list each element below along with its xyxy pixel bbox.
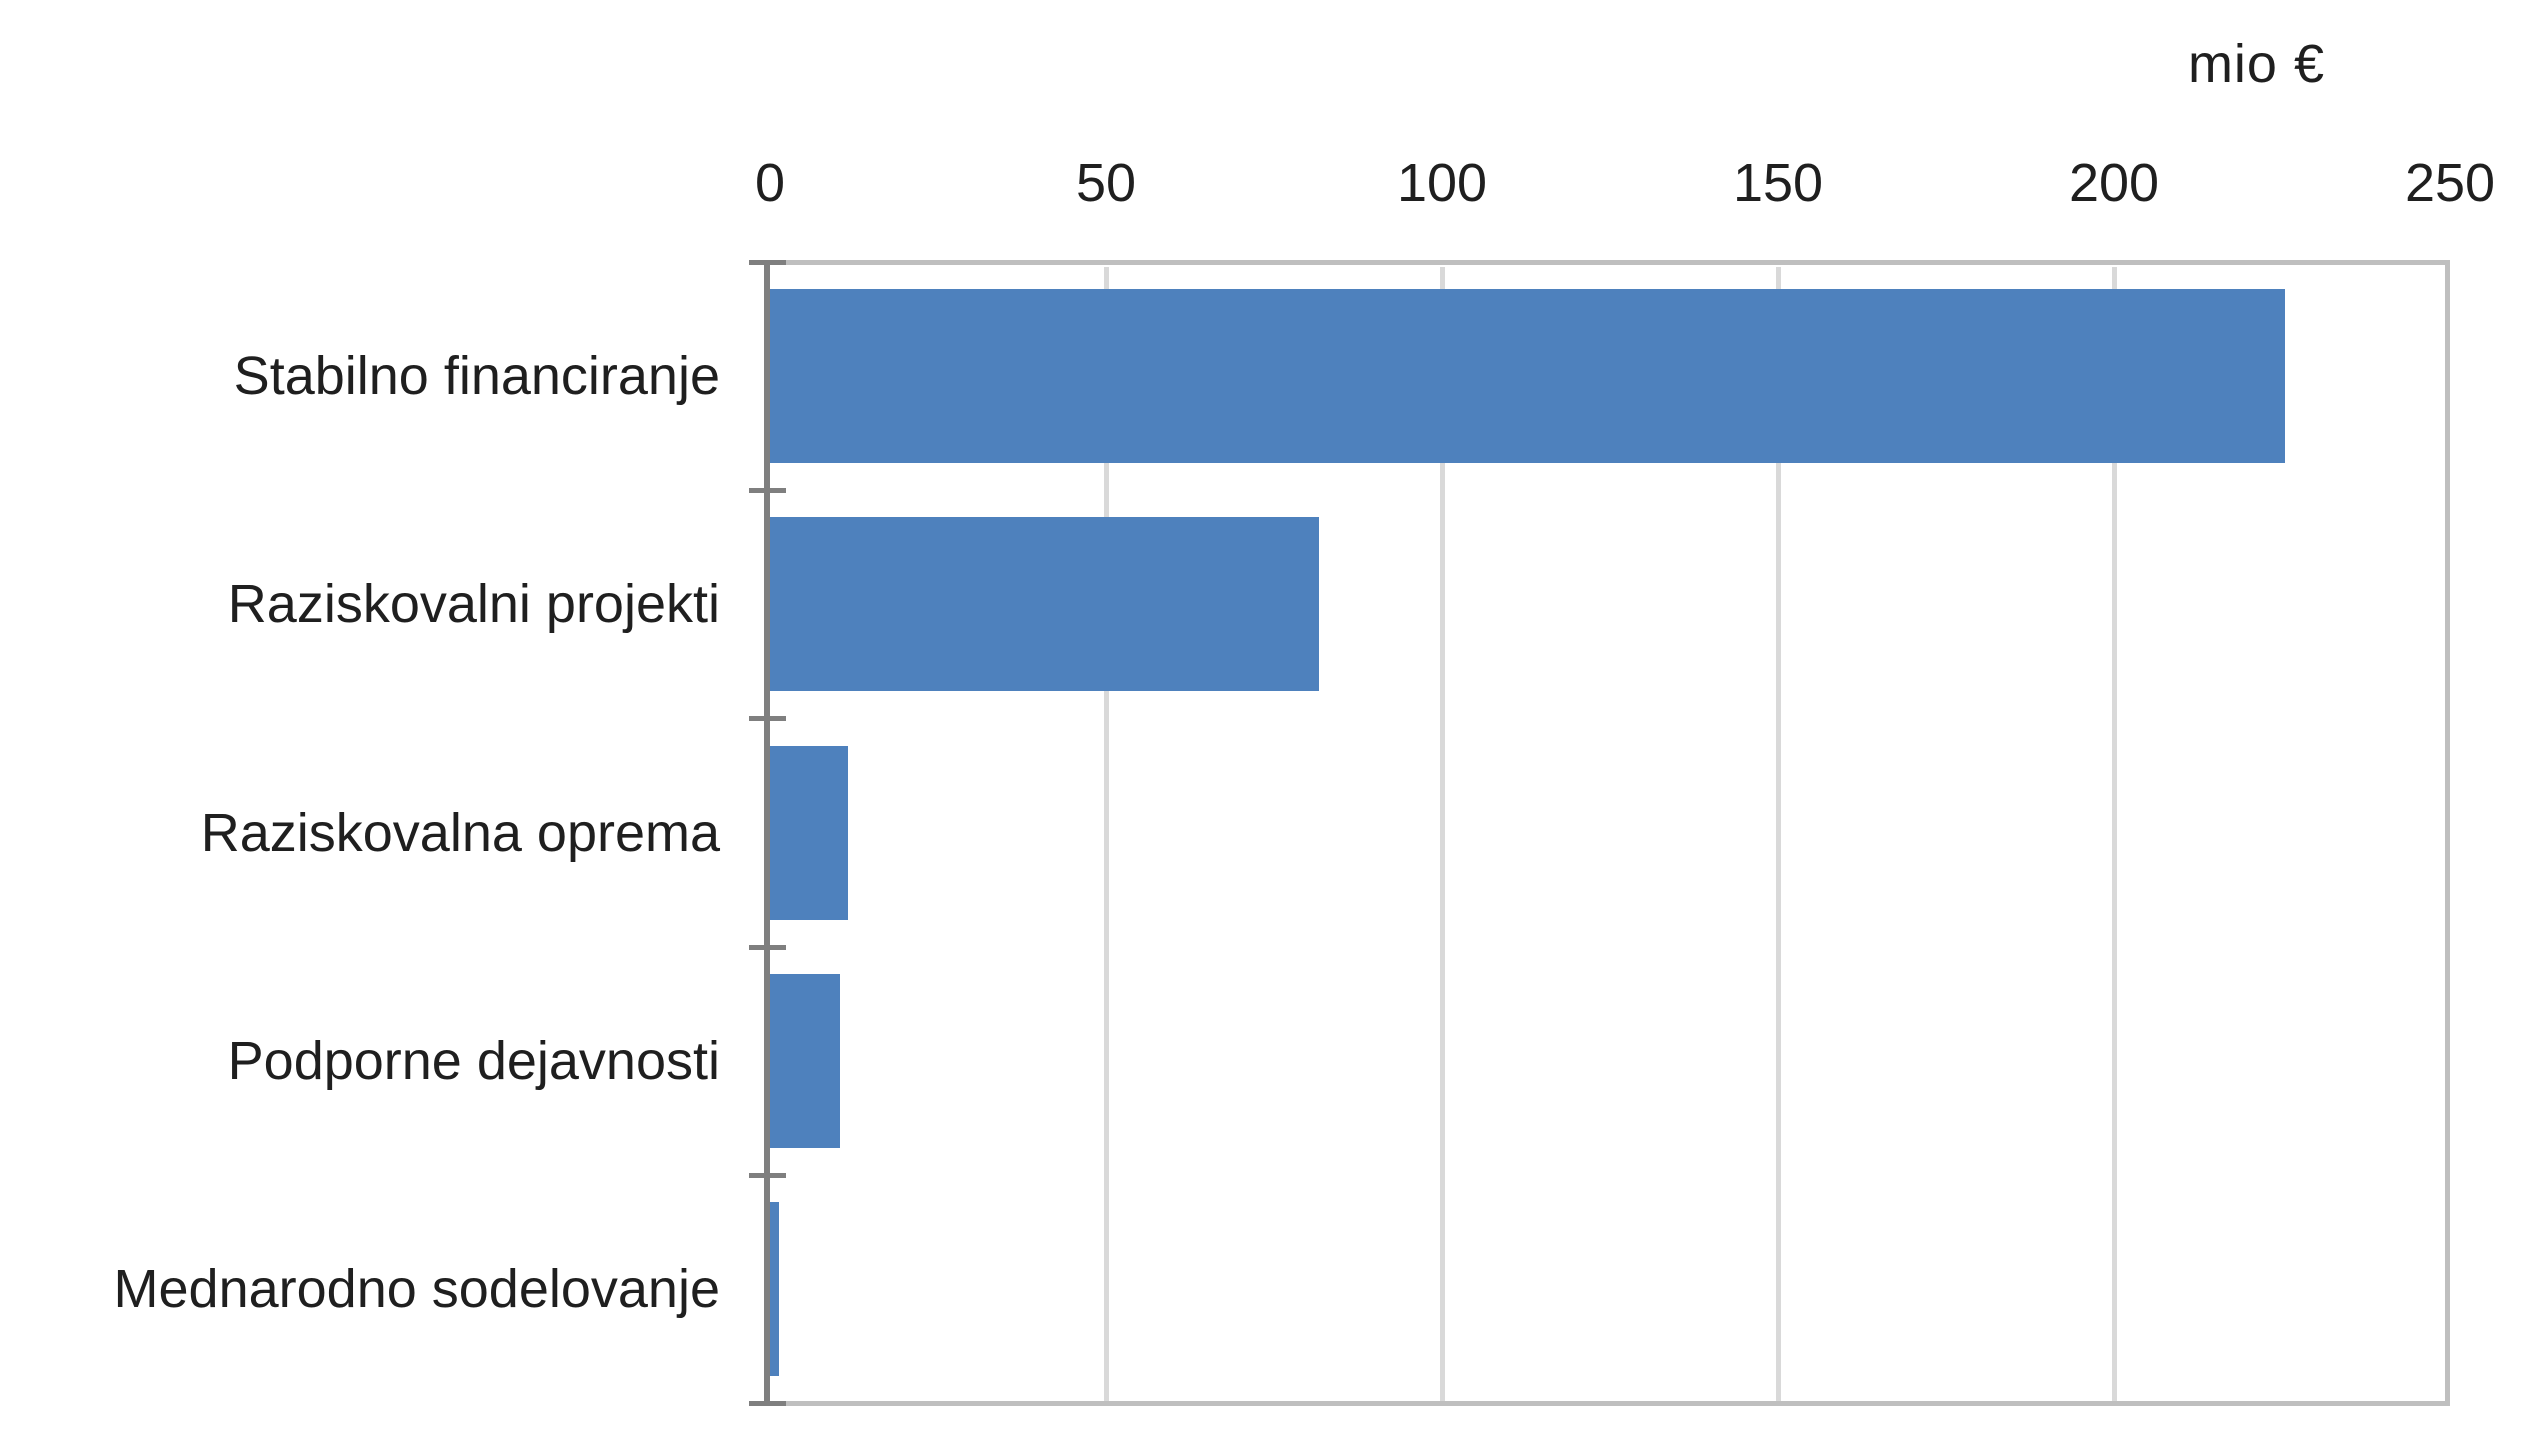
category-axis-tick xyxy=(749,1173,786,1178)
plot-border-bottom xyxy=(770,1401,2450,1406)
value-tick-label: 0 xyxy=(754,153,786,213)
gridline xyxy=(2112,267,2117,1403)
category-label: Raziskovalna oprema xyxy=(200,803,720,863)
category-label: Raziskovalni projekti xyxy=(227,574,720,634)
gridline xyxy=(1440,267,1445,1403)
category-label: Stabilno financiranje xyxy=(233,346,720,406)
bar-2 xyxy=(770,517,1319,691)
bar-1 xyxy=(770,289,2285,463)
value-tick-label: 200 xyxy=(2068,153,2160,213)
bar-3 xyxy=(770,746,848,920)
gridline xyxy=(1776,267,1781,1403)
value-axis-unit-label: mio € xyxy=(2187,34,2325,94)
bar-5 xyxy=(770,1202,779,1376)
value-tick-label: 50 xyxy=(1075,153,1137,213)
category-axis-tick xyxy=(749,945,786,950)
category-axis-tick xyxy=(749,1401,786,1406)
bar-4 xyxy=(770,974,840,1148)
gridline xyxy=(1104,267,1109,1403)
category-axis-tick xyxy=(749,260,786,265)
value-tick-label: 100 xyxy=(1396,153,1488,213)
category-axis-tick xyxy=(749,716,786,721)
category-label: Podporne dejavnosti xyxy=(227,1031,720,1091)
value-tick-label: 150 xyxy=(1732,153,1824,213)
plot-border-right xyxy=(2445,260,2450,1406)
value-tick-label: 250 xyxy=(2404,153,2496,213)
category-axis-tick xyxy=(749,488,786,493)
plot-border-top xyxy=(770,260,2450,265)
category-label: Mednarodno sodelovanje xyxy=(113,1259,720,1319)
category-axis-line xyxy=(764,260,770,1406)
